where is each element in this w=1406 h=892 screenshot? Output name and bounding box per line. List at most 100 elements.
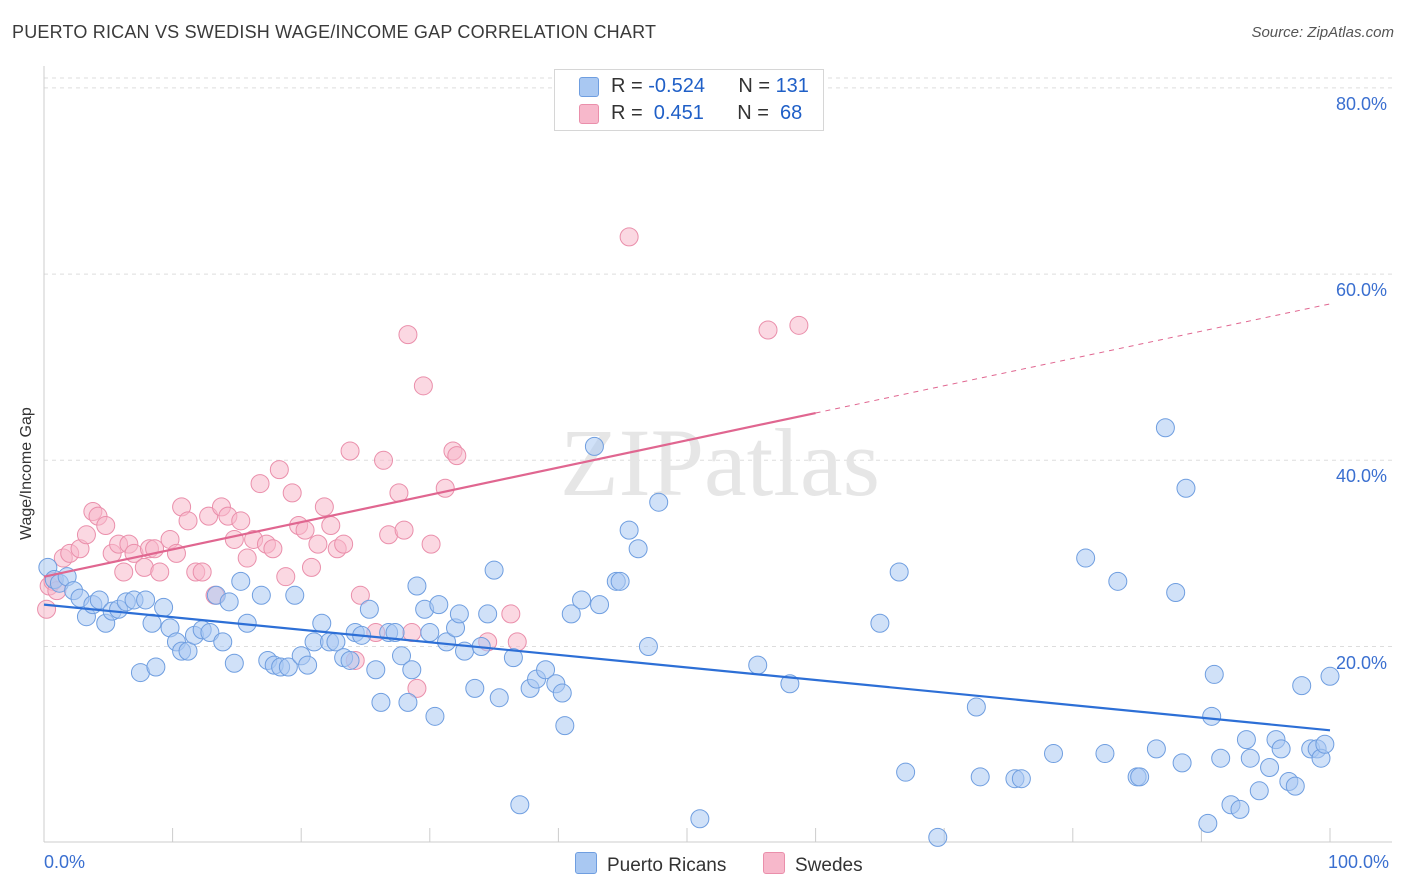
legend-swatch-pink	[579, 104, 599, 124]
point-swede	[334, 534, 354, 554]
point-puerto-rican	[503, 648, 523, 668]
legend-n-value: 131	[775, 75, 809, 97]
y-tick-label: 40.0%	[1336, 466, 1388, 487]
legend-n-label: N =	[738, 75, 770, 97]
point-puerto-rican	[285, 585, 305, 605]
point-puerto-rican	[896, 762, 916, 782]
point-puerto-rican	[610, 571, 630, 591]
point-swede	[350, 585, 370, 605]
point-puerto-rican	[1249, 781, 1269, 801]
point-puerto-rican	[219, 592, 239, 612]
point-puerto-rican	[584, 436, 604, 456]
axes	[43, 66, 1392, 843]
chart-title: PUERTO RICAN VS SWEDISH WAGE/INCOME GAP …	[12, 22, 657, 42]
point-puerto-rican	[638, 637, 658, 656]
point-swede	[282, 483, 302, 503]
point-puerto-rican	[154, 597, 174, 617]
point-puerto-rican	[690, 809, 710, 829]
point-puerto-rican	[298, 655, 318, 675]
point-puerto-rican	[1176, 478, 1196, 498]
point-swede	[398, 325, 418, 345]
point-swede	[76, 525, 96, 545]
point-swede	[374, 450, 394, 470]
point-puerto-rican	[1146, 739, 1166, 759]
y-tick-label: 80.0%	[1336, 93, 1388, 114]
legend-r-label: R =	[611, 75, 643, 97]
point-puerto-rican	[590, 595, 610, 615]
point-puerto-rican	[371, 692, 391, 712]
y-axis-title: Wage/Income Gap	[18, 407, 35, 540]
point-puerto-rican	[231, 571, 251, 591]
point-puerto-rican	[178, 641, 198, 661]
point-swede	[394, 520, 414, 540]
point-swede	[301, 557, 321, 577]
bottom-legend-label: Puerto Ricans	[607, 855, 727, 876]
point-puerto-rican	[628, 539, 648, 559]
point-puerto-rican	[312, 613, 332, 633]
point-swede	[501, 604, 521, 624]
point-swede	[96, 515, 116, 535]
point-swede	[269, 460, 289, 480]
point-puerto-rican	[136, 590, 156, 610]
point-puerto-rican	[1204, 664, 1224, 684]
point-puerto-rican	[407, 576, 427, 596]
point-puerto-rican	[870, 613, 890, 633]
bottom-legend-swedes: Swedes	[763, 852, 863, 877]
point-puerto-rican	[213, 632, 233, 652]
bottom-legend-label: Swedes	[795, 855, 863, 876]
point-swede	[321, 515, 341, 535]
point-puerto-rican	[970, 767, 990, 787]
point-puerto-rican	[1271, 739, 1291, 759]
point-swede	[789, 315, 809, 335]
point-swede	[150, 562, 170, 582]
point-puerto-rican	[1108, 571, 1128, 591]
trend-line-puerto-ricans	[43, 603, 1331, 732]
x-tick-label-min: 0.0%	[44, 852, 86, 872]
point-puerto-rican	[1166, 583, 1186, 603]
point-puerto-rican	[398, 692, 418, 712]
point-puerto-rican	[1236, 730, 1256, 750]
y-tick-label: 20.0%	[1336, 652, 1388, 673]
point-puerto-rican	[449, 604, 469, 624]
y-tick-label: 60.0%	[1336, 280, 1388, 301]
point-puerto-rican	[572, 590, 592, 610]
x-tick-label-max: 100.0%	[1328, 852, 1390, 872]
trend-line-swedes	[43, 411, 816, 578]
source-label: Source: ZipAtlas.com	[1251, 24, 1394, 41]
correlation-legend: R = -0.524 N = 131 R = 0.451 N = 68	[554, 69, 824, 131]
legend-swatch-blue	[579, 77, 599, 97]
point-puerto-rican	[1320, 666, 1340, 686]
point-puerto-rican	[1292, 676, 1312, 696]
point-puerto-rican	[402, 660, 422, 680]
point-swede	[758, 320, 778, 340]
point-swede	[263, 539, 283, 559]
legend-n-value: 68	[780, 102, 803, 124]
point-puerto-rican	[555, 716, 575, 736]
point-swede	[407, 678, 427, 698]
point-puerto-rican	[1260, 758, 1280, 778]
point-puerto-rican	[1155, 418, 1175, 438]
point-puerto-rican	[200, 623, 220, 643]
point-puerto-rican	[425, 706, 445, 726]
watermark: ZIPatlas	[560, 409, 880, 516]
point-swede	[276, 567, 296, 587]
trend-lines	[43, 303, 1331, 732]
point-puerto-rican	[1076, 548, 1096, 568]
point-swede	[619, 227, 639, 247]
point-puerto-rican	[561, 604, 581, 624]
point-puerto-rican	[649, 492, 669, 512]
legend-r-value: 0.451	[648, 102, 704, 124]
bottom-legend-swatch-pink	[763, 852, 785, 874]
point-puerto-rican	[437, 632, 457, 652]
trend-line-swedes-extension	[815, 303, 1331, 414]
point-puerto-rican	[552, 683, 572, 703]
point-swede	[314, 497, 334, 517]
point-puerto-rican	[251, 585, 271, 605]
point-swede	[447, 446, 467, 466]
point-puerto-rican	[748, 655, 768, 675]
point-puerto-rican	[1285, 776, 1305, 796]
point-puerto-rican	[1240, 748, 1260, 768]
legend-r-value: -0.524	[648, 75, 705, 97]
point-swede	[192, 562, 212, 582]
point-puerto-rican	[420, 623, 440, 643]
